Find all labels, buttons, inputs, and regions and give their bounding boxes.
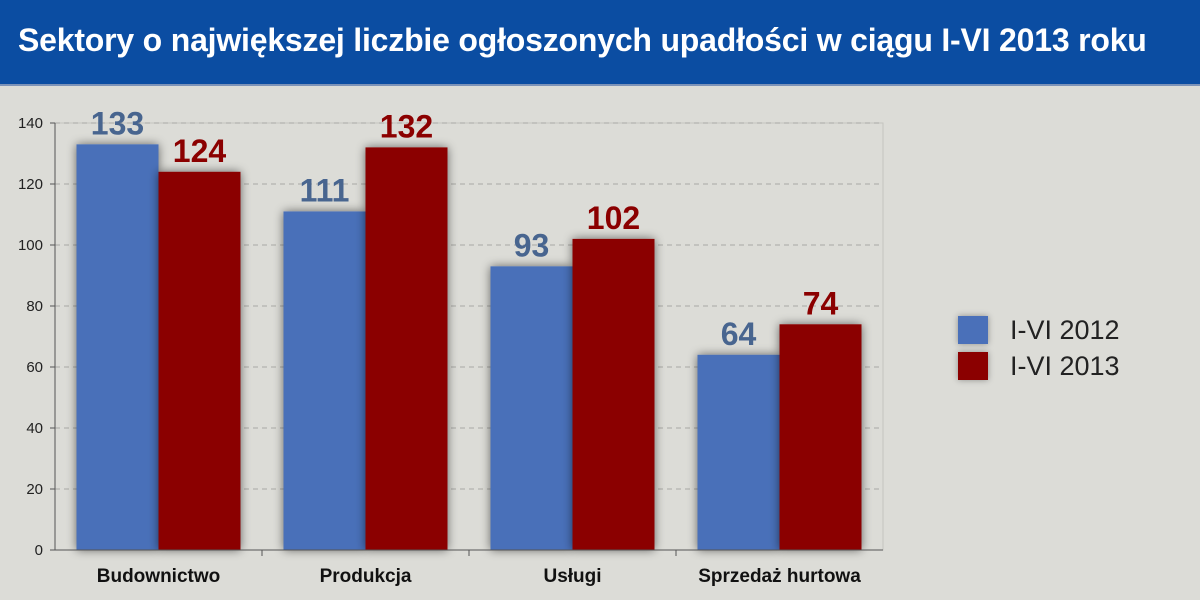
legend-item-2013: I-VI 2013 (958, 348, 1120, 384)
data-label: 64 (721, 316, 757, 352)
bar-2013 (572, 238, 655, 550)
data-labels: 133 124 111 132 93 102 64 74 (91, 105, 839, 351)
y-tick-label: 40 (26, 420, 43, 437)
bar-chart: 0 20 40 60 80 100 120 140 133 124 111 132 93 102 64 74… (18, 105, 884, 587)
bar-2013 (779, 324, 862, 550)
x-tick-label: Sprzedaż hurtowa (698, 566, 861, 587)
data-label: 133 (91, 105, 144, 141)
bar-2012 (490, 266, 573, 550)
legend-label-2013: I-VI 2013 (1010, 350, 1120, 381)
legend-swatch-2012 (958, 316, 988, 344)
data-label: 93 (514, 227, 550, 263)
data-label: 74 (803, 285, 839, 321)
y-tick-label: 120 (18, 176, 43, 193)
bar-2012 (697, 354, 780, 550)
y-tick-label: 60 (26, 359, 43, 376)
x-tick-label: Usługi (543, 566, 601, 587)
y-tick-label: 20 (26, 481, 43, 498)
x-tick-label: Produkcja (320, 566, 412, 587)
bars (76, 144, 862, 551)
bar-2012 (283, 211, 366, 550)
legend-item-2012: I-VI 2012 (958, 312, 1120, 348)
bar-2013 (158, 171, 241, 551)
chart-title: Sektory o największej liczbie ogłoszonyc… (18, 22, 1147, 58)
x-tick-label: Budownictwo (97, 566, 220, 587)
data-label: 111 (300, 172, 350, 208)
legend-swatch-2013 (958, 352, 988, 380)
y-tick-label: 80 (26, 298, 43, 315)
title-bar: Sektory o największej liczbie ogłoszonyc… (0, 0, 1200, 86)
legend-label-2012: I-VI 2012 (1010, 314, 1120, 345)
data-label: 132 (380, 108, 433, 144)
data-label: 124 (173, 133, 227, 169)
y-axis: 0 20 40 60 80 100 120 140 (18, 115, 56, 559)
x-axis: Budownictwo Produkcja Usługi Sprzedaż hurto… (55, 549, 883, 587)
legend: I-VI 2012 I-VI 2013 (958, 312, 1120, 384)
y-tick-label: 100 (18, 237, 43, 254)
y-tick-label: 0 (35, 542, 43, 559)
bar-2012 (76, 144, 159, 550)
bar-2013 (365, 147, 448, 550)
y-tick-label: 140 (18, 115, 43, 132)
data-label: 102 (587, 200, 640, 236)
